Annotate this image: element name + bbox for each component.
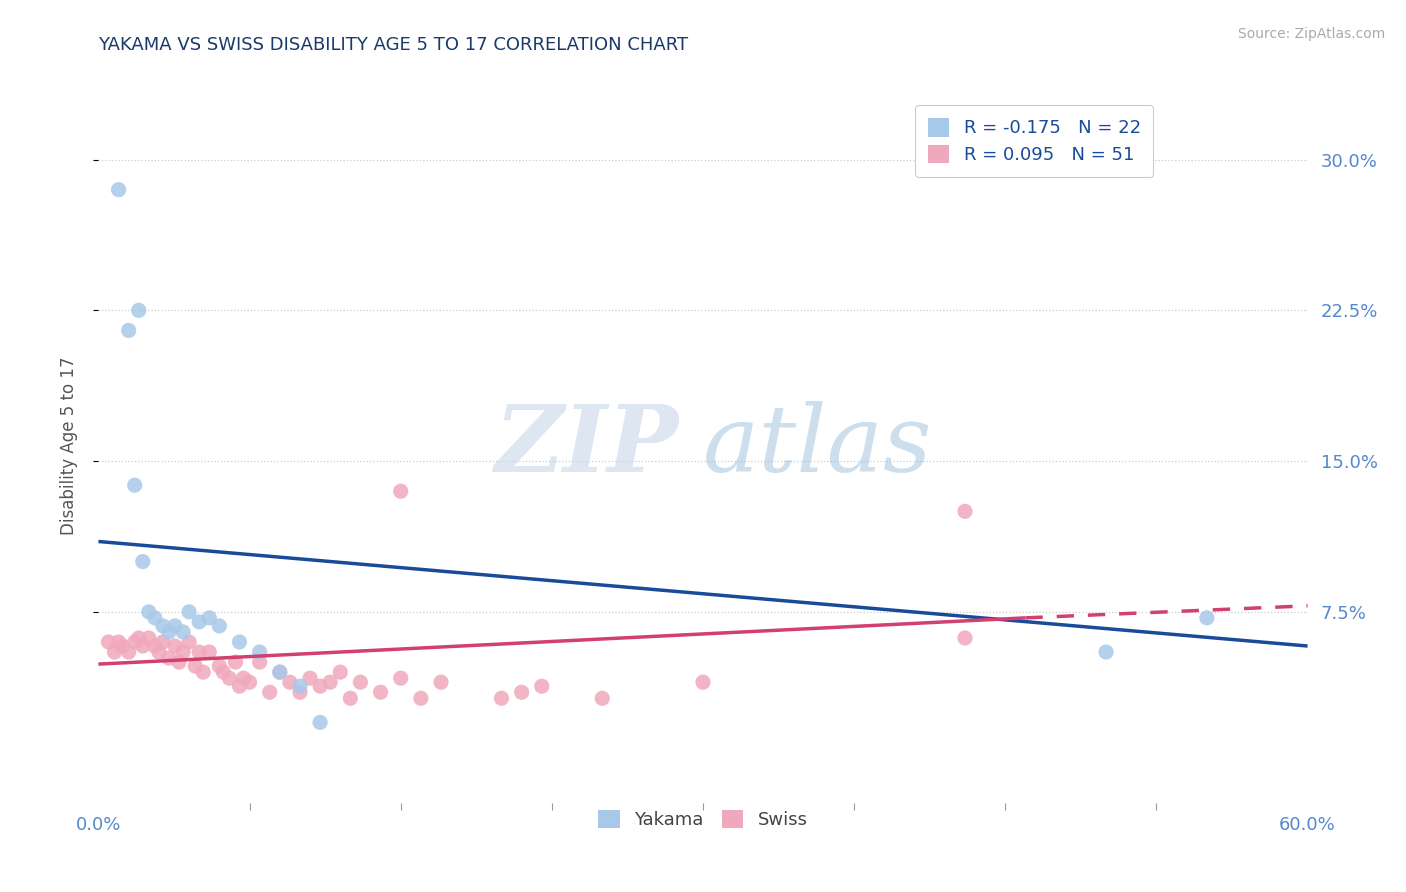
Point	[107, 635, 129, 649]
Point	[107, 183, 129, 197]
Point	[491, 691, 513, 706]
Point	[259, 685, 281, 699]
Point	[389, 671, 412, 685]
Point	[148, 645, 170, 659]
Point	[269, 665, 291, 680]
Point	[212, 665, 235, 680]
Point	[111, 639, 134, 653]
Point	[208, 659, 231, 673]
Point	[157, 651, 180, 665]
Point	[103, 645, 125, 659]
Point	[143, 639, 166, 653]
Point	[97, 635, 120, 649]
Point	[409, 691, 432, 706]
Point	[179, 605, 201, 619]
Point	[591, 691, 613, 706]
Text: YAKAMA VS SWISS DISABILITY AGE 5 TO 17 CORRELATION CHART: YAKAMA VS SWISS DISABILITY AGE 5 TO 17 C…	[98, 36, 689, 54]
Point	[163, 619, 186, 633]
Point	[953, 631, 976, 645]
Point	[249, 645, 271, 659]
Point	[118, 645, 141, 659]
Point	[228, 635, 250, 649]
Point	[329, 665, 352, 680]
Point	[198, 645, 221, 659]
Point	[228, 679, 250, 693]
Point	[128, 631, 150, 645]
Point	[288, 679, 311, 693]
Point	[288, 685, 311, 699]
Point	[530, 679, 553, 693]
Point	[198, 611, 221, 625]
Point	[124, 478, 146, 492]
Point	[128, 303, 150, 318]
Point	[430, 675, 453, 690]
Point	[309, 679, 332, 693]
Point	[167, 655, 190, 669]
Point	[138, 605, 160, 619]
Legend: Yakama, Swiss: Yakama, Swiss	[583, 796, 823, 844]
Point	[299, 671, 322, 685]
Point	[184, 659, 207, 673]
Text: Source: ZipAtlas.com: Source: ZipAtlas.com	[1237, 27, 1385, 41]
Point	[232, 671, 254, 685]
Point	[132, 555, 155, 569]
Point	[339, 691, 361, 706]
Text: atlas: atlas	[703, 401, 932, 491]
Point	[152, 635, 174, 649]
Point	[692, 675, 714, 690]
Point	[188, 615, 211, 629]
Point	[510, 685, 533, 699]
Point	[193, 665, 215, 680]
Point	[157, 624, 180, 639]
Point	[224, 655, 246, 669]
Text: ZIP: ZIP	[495, 401, 679, 491]
Point	[349, 675, 371, 690]
Point	[309, 715, 332, 730]
Point	[269, 665, 291, 680]
Point	[172, 624, 194, 639]
Point	[239, 675, 262, 690]
Point	[278, 675, 301, 690]
Point	[249, 655, 271, 669]
Point	[1195, 611, 1218, 625]
Point	[1095, 645, 1118, 659]
Point	[188, 645, 211, 659]
Point	[208, 619, 231, 633]
Point	[138, 631, 160, 645]
Point	[179, 635, 201, 649]
Point	[163, 639, 186, 653]
Point	[370, 685, 392, 699]
Point	[319, 675, 342, 690]
Point	[152, 619, 174, 633]
Point	[132, 639, 155, 653]
Point	[143, 611, 166, 625]
Y-axis label: Disability Age 5 to 17: Disability Age 5 to 17	[59, 357, 77, 535]
Point	[218, 671, 240, 685]
Point	[389, 484, 412, 499]
Point	[172, 645, 194, 659]
Point	[124, 635, 146, 649]
Point	[953, 504, 976, 518]
Point	[118, 323, 141, 337]
